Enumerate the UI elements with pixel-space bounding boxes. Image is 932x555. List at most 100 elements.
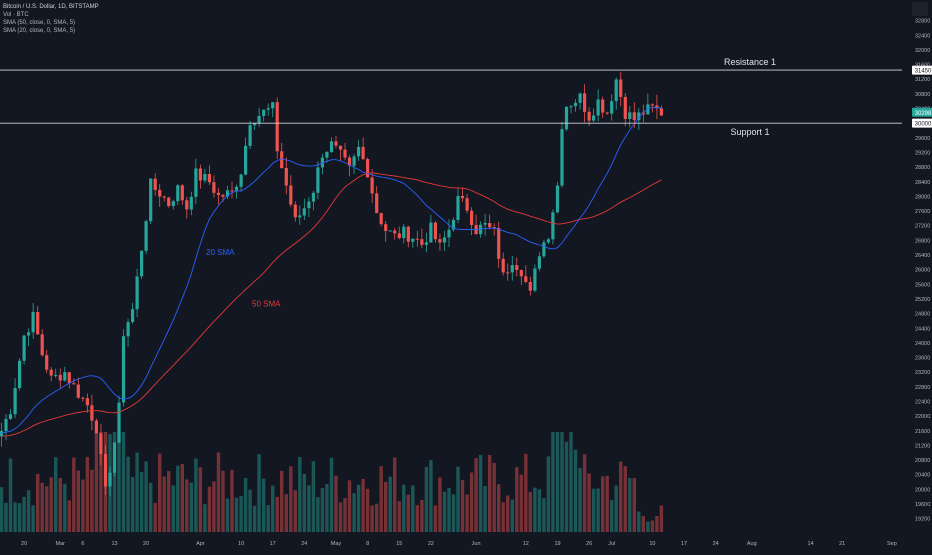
volume-bar xyxy=(126,456,130,532)
volume-bar xyxy=(76,470,80,532)
volume-bar xyxy=(478,454,483,532)
volume-bar xyxy=(17,503,22,532)
legend-sma20[interactable]: SMA (20, close, 0, SMA, 5) xyxy=(3,28,76,34)
candle-body xyxy=(601,99,605,113)
candle-body xyxy=(406,226,410,242)
volume-bar xyxy=(135,452,139,532)
candle-body xyxy=(587,111,591,121)
y-tick-label: 31200 xyxy=(915,77,930,83)
candle-body xyxy=(31,312,35,333)
candle-body xyxy=(492,227,496,229)
chart-settings-button[interactable] xyxy=(912,2,928,16)
candle-body xyxy=(131,309,135,322)
volume-bar xyxy=(456,466,460,532)
candle-body xyxy=(456,196,460,220)
candle-body xyxy=(393,230,397,234)
x-tick-label: 24 xyxy=(713,541,719,547)
legend-sma50[interactable]: SMA (50, close, 0, SMA, 5) xyxy=(3,20,76,26)
candle-body xyxy=(610,101,614,114)
candle-body xyxy=(447,229,451,238)
volume-bar xyxy=(646,521,650,532)
volume-bar xyxy=(519,474,523,532)
candle-body xyxy=(239,174,243,187)
legend-volume[interactable]: Vol · BTC xyxy=(3,12,29,18)
volume-bar xyxy=(230,469,234,532)
candle-body xyxy=(560,129,564,186)
candle-body xyxy=(49,369,53,376)
candle-body xyxy=(420,239,424,245)
volume-bar xyxy=(257,454,261,532)
candle-body xyxy=(144,221,148,251)
volume-bar xyxy=(198,467,203,532)
level-price-tag xyxy=(912,118,932,128)
candle-body xyxy=(126,322,130,337)
candle-body xyxy=(135,276,139,310)
candle-body xyxy=(18,360,22,388)
volume-bar xyxy=(194,458,198,532)
sma20-line xyxy=(1,106,662,434)
volume-bar xyxy=(424,466,429,532)
volume-bar xyxy=(596,488,600,532)
volume-bar xyxy=(243,478,248,532)
volume-bar xyxy=(0,487,4,532)
candle-body xyxy=(528,282,532,291)
candle-body xyxy=(555,185,560,213)
volume-bar xyxy=(167,471,171,532)
volume-bar xyxy=(13,502,17,532)
volume-bar xyxy=(447,488,451,532)
candle-body xyxy=(411,238,415,242)
volume-bar xyxy=(262,478,266,532)
volume-bar xyxy=(623,466,627,532)
y-tick-label: 22000 xyxy=(915,414,930,420)
y-tick-label: 32400 xyxy=(915,33,930,39)
legend-symbol-title[interactable]: Bitcoin / U.S. Dollar, 1D, BITSTAMP xyxy=(3,4,99,10)
x-tick-label: 15 xyxy=(396,541,402,547)
x-tick-label: Mar xyxy=(56,541,66,547)
volume-bar xyxy=(582,454,587,532)
candle-body xyxy=(81,397,85,399)
candle-body xyxy=(230,190,234,192)
candle-body xyxy=(58,374,62,381)
candle-body xyxy=(171,201,175,207)
volume-bar xyxy=(365,488,370,532)
candle-body xyxy=(149,178,153,222)
candle-body xyxy=(623,96,627,119)
candle-body xyxy=(298,215,302,218)
candle-body xyxy=(280,151,284,168)
y-tick-label: 30800 xyxy=(915,92,930,98)
volume-bar xyxy=(370,505,374,532)
volume-bar xyxy=(203,504,207,532)
x-tick-label: 14 xyxy=(808,541,814,547)
sma50-line xyxy=(1,172,662,437)
volume-bar xyxy=(90,469,94,532)
candle-body xyxy=(592,115,596,121)
candle-body xyxy=(438,239,442,243)
y-tick-label: 27200 xyxy=(915,224,930,230)
chart-legend: Bitcoin / U.S. Dollar, 1D, BITSTAMP Vol … xyxy=(3,3,99,35)
candle-body xyxy=(329,141,334,152)
volume-bar xyxy=(497,484,501,532)
x-tick-label: 21 xyxy=(839,541,845,547)
candle-body xyxy=(338,145,343,150)
volume-bar xyxy=(185,479,189,532)
candle-body xyxy=(311,192,315,202)
candle-body xyxy=(334,141,338,146)
volume-bar xyxy=(610,500,614,532)
volume-bar xyxy=(225,498,230,532)
volume-bar xyxy=(659,505,664,532)
volume-bar xyxy=(524,453,528,532)
x-tick-label: May xyxy=(331,541,342,547)
support-label: Support 1 xyxy=(730,127,769,137)
y-tick-label: 29200 xyxy=(915,151,930,157)
volume-bar xyxy=(578,468,582,532)
candle-body xyxy=(429,222,433,243)
volume-bar xyxy=(239,496,243,532)
candle-body xyxy=(533,268,537,291)
x-tick-label: Jul xyxy=(608,541,615,547)
candle-body xyxy=(221,195,225,197)
volume-bar xyxy=(501,502,505,532)
candle-body xyxy=(596,99,600,116)
x-tick-label: 20 xyxy=(21,541,27,547)
